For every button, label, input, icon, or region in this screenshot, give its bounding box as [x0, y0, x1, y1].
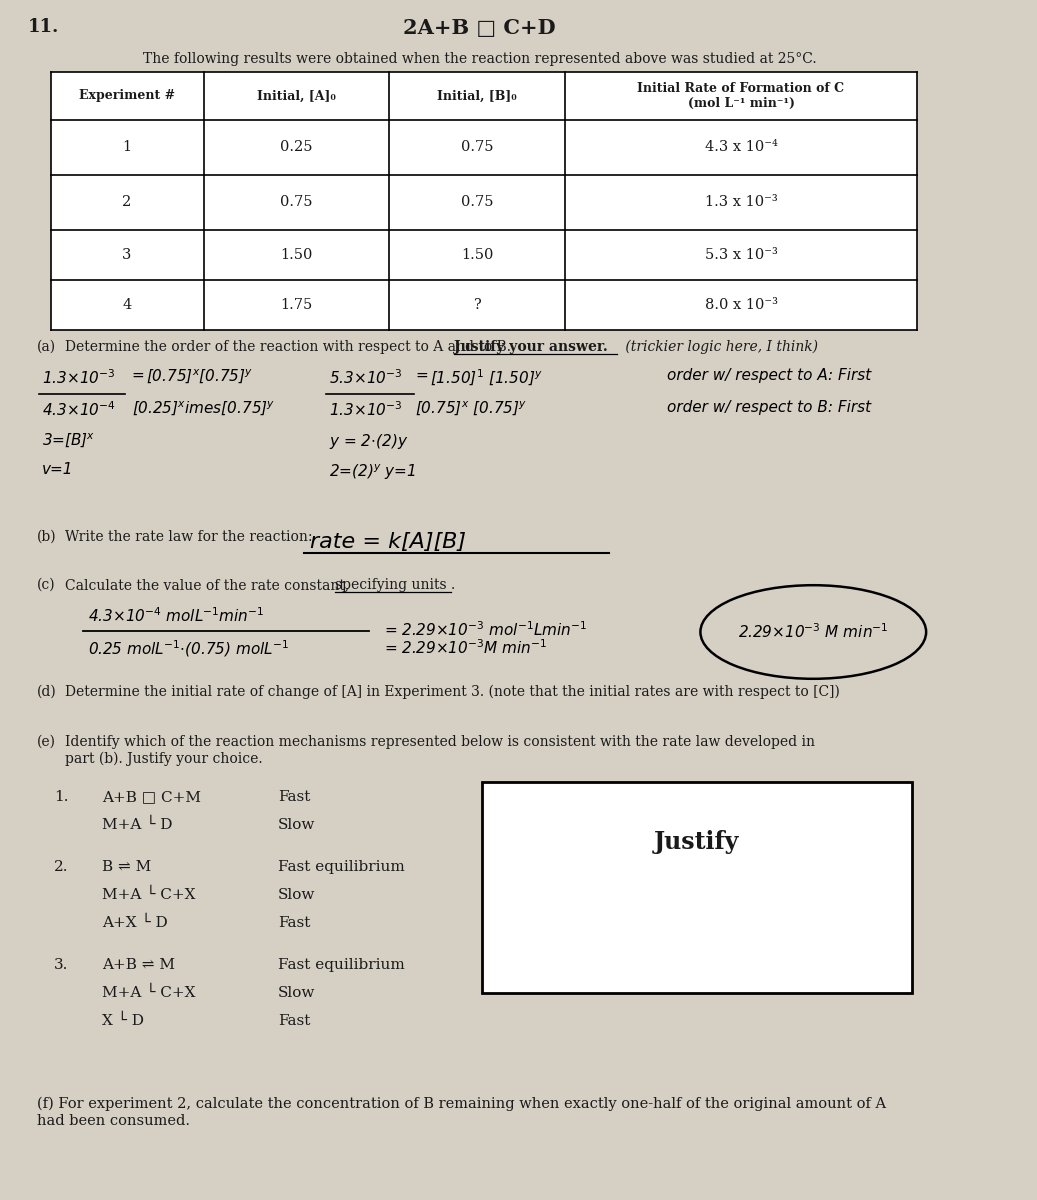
Text: 3: 3 — [122, 248, 132, 262]
Text: Justify your answer.: Justify your answer. — [454, 340, 608, 354]
Text: Write the rate law for the reaction:: Write the rate law for the reaction: — [65, 530, 312, 544]
Text: 1.3$\times$10$^{-3}$: 1.3$\times$10$^{-3}$ — [329, 400, 402, 419]
Text: = 2.29$\times$10$^{-3}$ mol$^{-1}$Lmin$^{-1}$: = 2.29$\times$10$^{-3}$ mol$^{-1}$Lmin$^… — [385, 620, 588, 638]
Text: A+X └ D: A+X └ D — [102, 916, 168, 930]
Text: Justify: Justify — [654, 830, 739, 854]
Text: X └ D: X └ D — [102, 1014, 144, 1028]
Text: Fast: Fast — [278, 790, 310, 804]
Text: (b): (b) — [37, 530, 57, 544]
Text: Determine the order of the reaction with respect to A and to B.: Determine the order of the reaction with… — [65, 340, 515, 354]
Text: Identify which of the reaction mechanisms represented below is consistent with t: Identify which of the reaction mechanism… — [65, 734, 815, 766]
Text: 2A+B □ C+D: 2A+B □ C+D — [403, 18, 556, 38]
Text: 11.: 11. — [28, 18, 59, 36]
Text: 0.75: 0.75 — [280, 194, 313, 209]
Text: 0.75: 0.75 — [460, 140, 494, 154]
Text: 4: 4 — [122, 298, 132, 312]
Text: 0.25 molL$^{-1}$$\cdot$(0.75) molL$^{-1}$: 0.25 molL$^{-1}$$\cdot$(0.75) molL$^{-1}… — [88, 638, 289, 659]
Text: [0.75]$^x$ [0.75]$^y$: [0.75]$^x$ [0.75]$^y$ — [415, 400, 527, 418]
Text: .: . — [451, 578, 455, 592]
Bar — [481, 782, 913, 994]
Bar — [51, 72, 917, 330]
Text: 1.75: 1.75 — [280, 298, 312, 312]
Text: M+A └ C+X: M+A └ C+X — [102, 888, 195, 902]
Text: 8.0 x 10⁻³: 8.0 x 10⁻³ — [704, 298, 778, 312]
Text: 4.3$\times$10$^{-4}$: 4.3$\times$10$^{-4}$ — [41, 400, 115, 419]
Text: 0.25: 0.25 — [280, 140, 313, 154]
Text: B ⇌ M: B ⇌ M — [102, 860, 151, 874]
Text: A+B □ C+M: A+B □ C+M — [102, 790, 201, 804]
Text: 1.50: 1.50 — [280, 248, 312, 262]
Text: M+A └ C+X: M+A └ C+X — [102, 986, 195, 1001]
Text: 3=[B]$^x$: 3=[B]$^x$ — [41, 432, 95, 450]
Text: specifying units: specifying units — [335, 578, 447, 592]
Text: 0.75: 0.75 — [460, 194, 494, 209]
Text: 1.3 x 10⁻³: 1.3 x 10⁻³ — [705, 194, 778, 209]
Text: = 2.29$\times$10$^{-3}$M min$^{-1}$: = 2.29$\times$10$^{-3}$M min$^{-1}$ — [385, 638, 548, 656]
Text: Slow: Slow — [278, 986, 315, 1000]
Text: (e): (e) — [37, 734, 56, 749]
Text: 2.29$\times$10$^{-3}$ M min$^{-1}$: 2.29$\times$10$^{-3}$ M min$^{-1}$ — [738, 623, 889, 641]
Text: [0.25]$^x$$	imes$[0.75]$^y$: [0.25]$^x$$ imes$[0.75]$^y$ — [132, 400, 275, 418]
Text: Initial Rate of Formation of C
(mol L⁻¹ min⁻¹): Initial Rate of Formation of C (mol L⁻¹ … — [638, 82, 844, 110]
Text: Determine the initial rate of change of [A] in Experiment 3. (note that the init: Determine the initial rate of change of … — [65, 685, 840, 700]
Text: 4.3 x 10⁻⁴: 4.3 x 10⁻⁴ — [704, 140, 778, 154]
Text: [0.75]$^x$[0.75]$^y$: [0.75]$^x$[0.75]$^y$ — [146, 368, 254, 386]
Text: 2.: 2. — [54, 860, 68, 874]
Text: 1.3$\times$10$^{-3}$: 1.3$\times$10$^{-3}$ — [41, 368, 115, 386]
Text: Fast equilibrium: Fast equilibrium — [278, 958, 404, 972]
Text: (f) For experiment 2, calculate the concentration of B remaining when exactly on: (f) For experiment 2, calculate the conc… — [37, 1097, 887, 1128]
Text: A+B ⇌ M: A+B ⇌ M — [102, 958, 175, 972]
Text: 1.50: 1.50 — [460, 248, 494, 262]
Text: Fast: Fast — [278, 916, 310, 930]
Text: (d): (d) — [37, 685, 57, 698]
Text: 5.3$\times$10$^{-3}$: 5.3$\times$10$^{-3}$ — [329, 368, 402, 386]
Text: v=1: v=1 — [41, 462, 74, 476]
Text: Fast: Fast — [278, 1014, 310, 1028]
Text: 5.3 x 10⁻³: 5.3 x 10⁻³ — [704, 248, 778, 262]
Text: Fast equilibrium: Fast equilibrium — [278, 860, 404, 874]
Text: (trickier logic here, I think): (trickier logic here, I think) — [620, 340, 817, 354]
Text: The following results were obtained when the reaction represented above was stud: The following results were obtained when… — [143, 52, 816, 66]
Text: 1: 1 — [122, 140, 132, 154]
Text: 2=(2)$^y$ y=1: 2=(2)$^y$ y=1 — [329, 462, 416, 481]
Text: Calculate the value of the rate constant,: Calculate the value of the rate constant… — [65, 578, 354, 592]
Text: =: = — [415, 368, 427, 383]
Text: =: = — [132, 368, 144, 383]
Text: order w/ respect to A: First: order w/ respect to A: First — [667, 368, 871, 383]
Text: Initial, [B]₀: Initial, [B]₀ — [438, 90, 516, 102]
Text: Slow: Slow — [278, 888, 315, 902]
Text: (a): (a) — [37, 340, 56, 354]
Text: M+A └ D: M+A └ D — [102, 818, 172, 833]
Text: ?: ? — [473, 298, 481, 312]
Text: [1.50]$^1$ [1.50]$^y$: [1.50]$^1$ [1.50]$^y$ — [429, 368, 542, 388]
Text: Experiment #: Experiment # — [79, 90, 175, 102]
Text: Slow: Slow — [278, 818, 315, 832]
Text: 2: 2 — [122, 194, 132, 209]
Text: y = 2$\cdot$(2)y: y = 2$\cdot$(2)y — [329, 432, 408, 451]
Text: (c): (c) — [37, 578, 56, 592]
Text: 1.: 1. — [54, 790, 68, 804]
Text: order w/ respect to B: First: order w/ respect to B: First — [667, 400, 871, 415]
Text: Initial, [A]₀: Initial, [A]₀ — [257, 90, 336, 102]
Text: 3.: 3. — [54, 958, 68, 972]
Text: rate = k[A][B]: rate = k[A][B] — [310, 532, 467, 552]
Text: 4.3$\times$10$^{-4}$ molL$^{-1}$min$^{-1}$: 4.3$\times$10$^{-4}$ molL$^{-1}$min$^{-1… — [88, 606, 264, 625]
